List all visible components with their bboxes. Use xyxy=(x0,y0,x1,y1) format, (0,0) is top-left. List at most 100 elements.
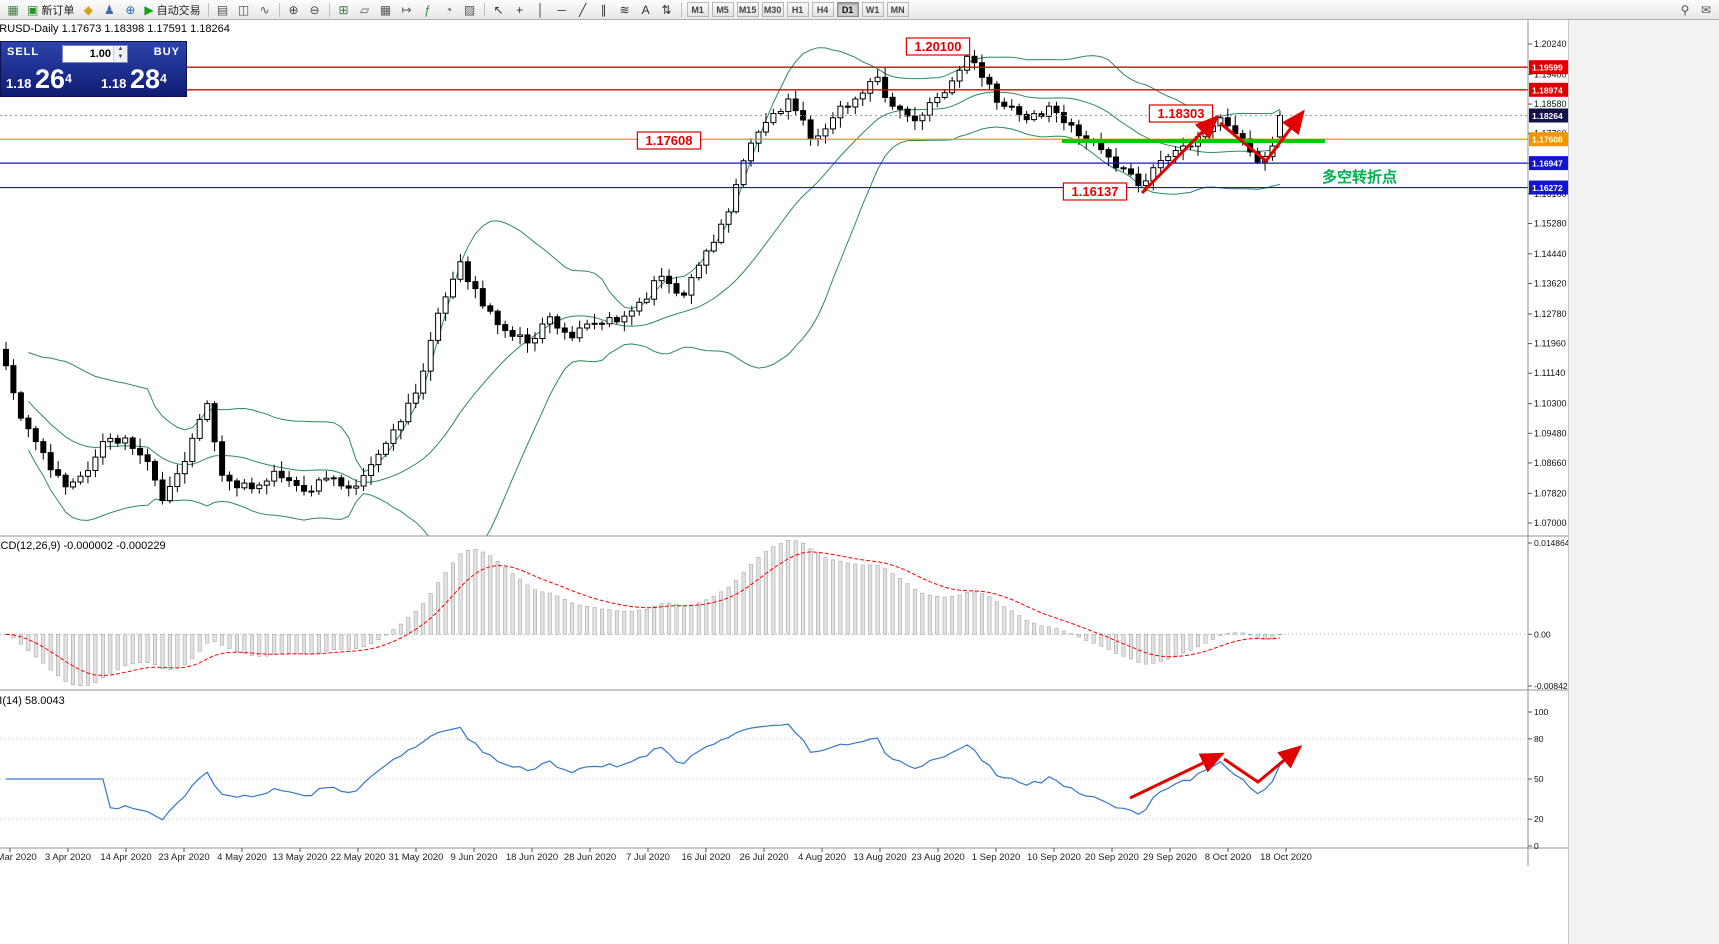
arrows-tool-button[interactable]: ⇅ xyxy=(657,1,677,18)
date-label: 4 May 2020 xyxy=(217,852,267,863)
date-label: 23 Apr 2020 xyxy=(158,852,209,863)
new-order-label: 新订单 xyxy=(41,4,75,17)
vertical-line-icon: │ xyxy=(536,2,545,17)
price-tick-label: 1.14440 xyxy=(1534,249,1567,259)
sell-button[interactable]: SELL 1.18 264 xyxy=(1,42,94,96)
new-chart-button[interactable]: ▦ xyxy=(3,1,23,18)
buy-button[interactable]: BUY 1.18 284 xyxy=(93,42,186,96)
timeframe-m15-button[interactable]: M15 xyxy=(736,2,759,17)
level-price-box xyxy=(1529,82,1568,97)
chat-button[interactable]: ✉ xyxy=(1696,1,1716,18)
level-price-label: 1.17608 xyxy=(1532,135,1563,145)
toolbar-separator xyxy=(483,2,485,17)
level-price-label: 1.16272 xyxy=(1532,183,1563,193)
templates-button[interactable]: ▨ xyxy=(460,1,480,18)
chat-icon: ✉ xyxy=(1700,2,1712,17)
cursor-button[interactable]: ↖ xyxy=(489,1,509,18)
volume-input[interactable] xyxy=(63,46,113,62)
new-order-button[interactable]: ▣ 新订单 xyxy=(24,1,77,18)
trendline-button[interactable]: ╱ xyxy=(573,1,593,18)
timeframe-h1-button[interactable]: H1 xyxy=(786,2,809,17)
price-tag-label: 1.20100 xyxy=(915,39,962,54)
timeframe-m5-button[interactable]: M5 xyxy=(711,2,734,17)
search-icon: ⚲ xyxy=(1680,2,1690,17)
date-label: 28 Jun 2020 xyxy=(564,852,616,863)
volume-up-button[interactable]: ▲ xyxy=(114,46,127,54)
rsi-trend-arrow[interactable] xyxy=(1129,752,1225,800)
price-tag-box[interactable] xyxy=(636,131,702,150)
timeframe-h4-button[interactable]: H4 xyxy=(811,2,834,17)
alerts-button[interactable]: ◆ xyxy=(78,1,98,18)
price-tick-label: 1.15280 xyxy=(1534,218,1567,228)
rsi-axis-label: 80 xyxy=(1534,734,1544,744)
level-price-label: 1.16947 xyxy=(1532,159,1563,169)
community-button[interactable]: ♟ xyxy=(99,1,119,18)
price-tick-label: 1.11960 xyxy=(1534,339,1566,349)
horizontal-line-button[interactable]: ─ xyxy=(552,1,572,18)
macd-label: MACD(12,26,9) -0.000002 -0.000229 xyxy=(0,540,166,552)
date-label: 7 Jul 2020 xyxy=(626,852,670,863)
timeframe-d1-button[interactable]: D1 xyxy=(836,2,859,17)
date-label: 13 May 2020 xyxy=(273,852,328,863)
rsi-line xyxy=(6,723,1281,821)
date-label: 23 Aug 2020 xyxy=(911,852,964,863)
indicators-button[interactable]: ƒ xyxy=(418,1,438,18)
macd-axis-label: -0.008425 xyxy=(1534,681,1568,691)
price-tick-label: 1.19400 xyxy=(1534,69,1567,79)
price-tag-label: 1.18303 xyxy=(1158,106,1205,121)
autotrading-icon: ▶ xyxy=(144,2,154,17)
text-tool-button[interactable]: A xyxy=(636,1,656,18)
date-label: 9 Jun 2020 xyxy=(450,852,497,863)
current-price-box xyxy=(1529,108,1568,123)
cascade-windows-button[interactable]: ▱ xyxy=(355,1,375,18)
zoom-in-button[interactable]: ⊕ xyxy=(284,1,304,18)
volume-down-button[interactable]: ▼ xyxy=(114,54,127,62)
volume-spinner: ▲ ▼ xyxy=(113,46,127,62)
timeframe-w1-button[interactable]: W1 xyxy=(861,2,884,17)
cn-annotation[interactable]: 多空转折点 xyxy=(1322,168,1397,186)
level-price-box xyxy=(1529,132,1568,147)
autotrading-button[interactable]: ▶ 自动交易 xyxy=(141,1,203,18)
rsi-panel xyxy=(0,723,1528,821)
globe-button[interactable]: ⊕ xyxy=(120,1,140,18)
equidistant-channel-button[interactable]: ∥ xyxy=(594,1,614,18)
price-tick-label: 1.07000 xyxy=(1534,518,1567,528)
timeframe-mn-button[interactable]: MN xyxy=(886,2,909,17)
toolbar: ▦ ▣ 新订单 ◆ ♟ ⊕ ▶ 自动交易 ▤ ◫ ∿ ⊕ ⊖ ⊞ ▱ ▦ ↦ ƒ ◔ ▨ ↖ + │ ─ ╱ ∥ ≋ A ⇅ M1 M5 M1… xyxy=(0,0,1719,20)
date-label: 24 Mar 2020 xyxy=(0,852,37,863)
candle-chart-button[interactable]: ◫ xyxy=(234,1,254,18)
timeframe-m1-button[interactable]: M1 xyxy=(686,2,709,17)
tile-windows-icon: ⊞ xyxy=(338,2,349,17)
buy-price-small: 1.18 xyxy=(101,76,127,91)
vertical-line-button[interactable]: │ xyxy=(531,1,551,18)
tile-windows-button[interactable]: ⊞ xyxy=(334,1,354,18)
trendline-icon: ╱ xyxy=(578,2,587,17)
periods-button[interactable]: ◔ xyxy=(439,1,459,18)
crosshair-button[interactable]: + xyxy=(510,1,530,18)
arrange-windows-button[interactable]: ▦ xyxy=(376,1,396,18)
price-tag-box[interactable] xyxy=(1062,182,1128,201)
buy-label: BUY xyxy=(153,46,180,58)
rsi-trend-arrow[interactable] xyxy=(1223,745,1303,784)
search-button[interactable]: ⚲ xyxy=(1675,1,1695,18)
indicator-axis: 0.014864 0.00 -0.008425 100 80 50 20 0 xyxy=(1528,538,1568,851)
fibonacci-button[interactable]: ≋ xyxy=(615,1,635,18)
price-tick-label: 1.12780 xyxy=(1534,309,1567,319)
line-chart-button[interactable]: ∿ xyxy=(255,1,275,18)
bar-chart-button[interactable]: ▤ xyxy=(213,1,233,18)
chart-shift-button[interactable]: ↦ xyxy=(397,1,417,18)
timeframe-m30-button[interactable]: M30 xyxy=(761,2,784,17)
indicators-icon: ƒ xyxy=(424,2,431,17)
macd-axis-label: 0.014864 xyxy=(1534,538,1568,548)
zoom-out-button[interactable]: ⊖ xyxy=(305,1,325,18)
price-tag-box[interactable] xyxy=(905,37,971,56)
fibonacci-icon: ≋ xyxy=(619,2,630,17)
main-chart-area: 1.20100 1.18303 1.17608 1.16137 多空转折点 xyxy=(0,37,1528,536)
bar-chart-icon: ▤ xyxy=(216,2,229,17)
price-tag-label: 1.16137 xyxy=(1072,184,1119,199)
trend-arrow[interactable] xyxy=(1219,109,1305,164)
chart-canvas[interactable]: 1.20100 1.18303 1.17608 1.16137 多空转折点 1.20240… xyxy=(0,20,1568,866)
trend-arrow[interactable] xyxy=(1140,114,1220,195)
date-label: 18 Oct 2020 xyxy=(1260,852,1312,863)
buy-price: 1.18 284 xyxy=(101,66,167,93)
